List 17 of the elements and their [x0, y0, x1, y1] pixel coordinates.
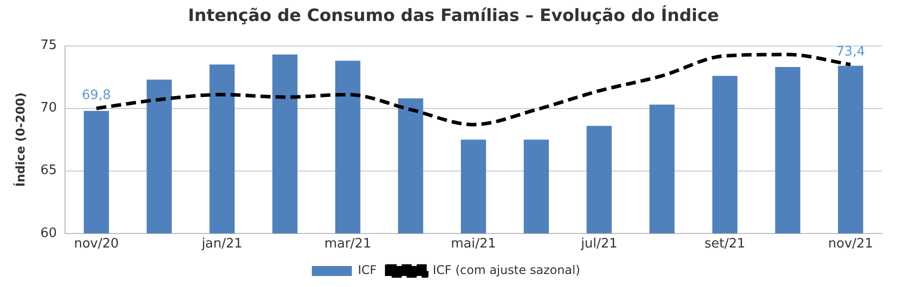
y-tick-label: 75 — [40, 38, 57, 54]
x-tick-label: mar/21 — [324, 236, 372, 252]
x-tick-label: nov/20 — [74, 236, 119, 252]
legend-label: ICF (com ajuste sazonal) — [432, 263, 580, 278]
x-tick-label: set/21 — [704, 236, 746, 252]
data-label: 69,8 — [82, 88, 111, 104]
x-tick-label: mai/21 — [450, 236, 496, 252]
y-tick-label: 65 — [40, 163, 57, 178]
data-label: 73,4 — [836, 44, 866, 60]
y-tick-label: 60 — [40, 226, 57, 241]
y-tick-label: 70 — [40, 100, 57, 116]
x-tick-label: nov/21 — [828, 236, 873, 252]
x-tick-label: jul/21 — [580, 236, 618, 252]
x-tick-label: jan/21 — [200, 236, 242, 252]
legend-label: ICF — [358, 263, 377, 278]
chart-title: Intenção de Consumo das Famílias – Evolução do Índice — [187, 6, 720, 26]
y-axis-title: Índice (0-200) — [12, 92, 28, 187]
